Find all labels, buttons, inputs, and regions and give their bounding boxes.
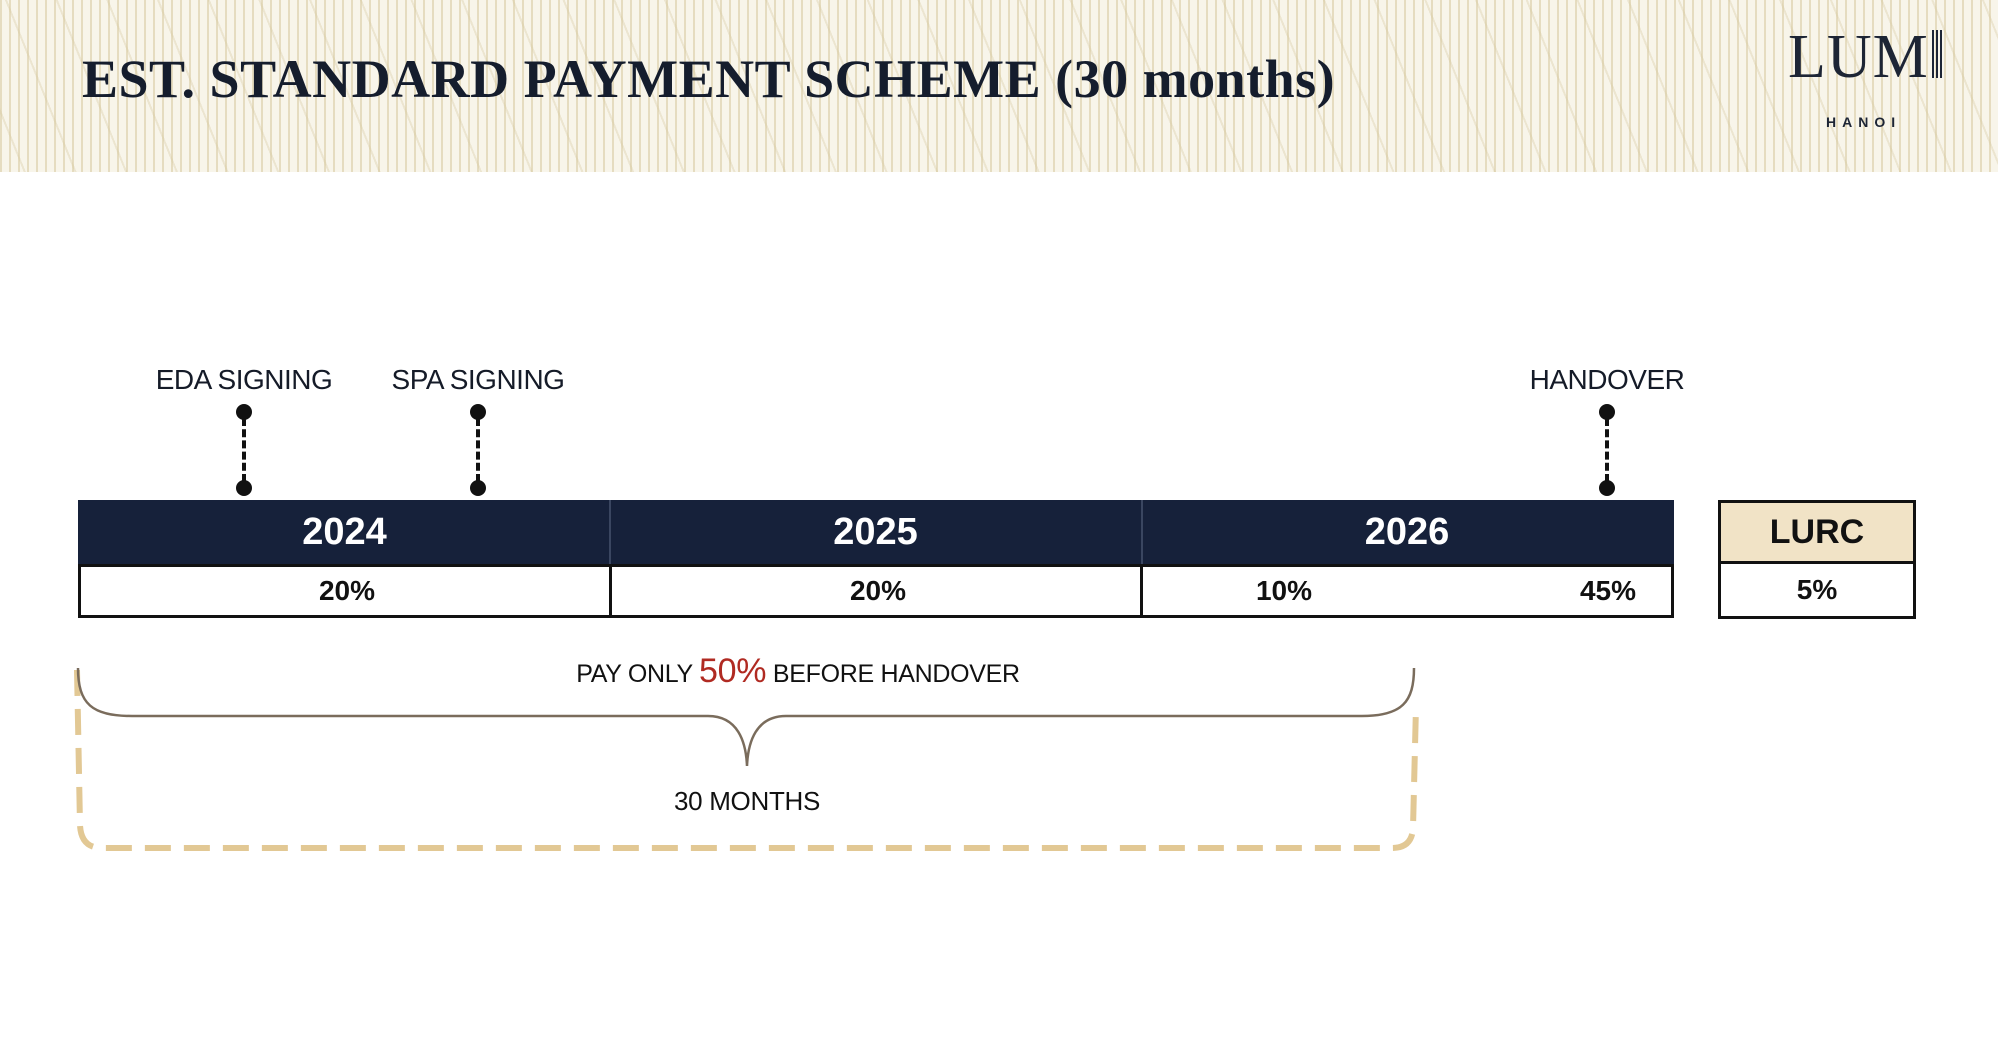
- year-2026-cell: 2026: [1140, 500, 1674, 565]
- payment-2025-cell: 20%: [609, 564, 1143, 618]
- lurc-value-cell: 5%: [1718, 561, 1916, 619]
- payment-note-suffix: BEFORE HANDOVER: [766, 660, 1020, 688]
- year-2025-cell: 2025: [609, 500, 1142, 565]
- milestone-spa-pin-icon: [468, 404, 488, 496]
- logo-city: HANOI: [1826, 114, 1902, 130]
- year-divider: [609, 500, 611, 565]
- milestone-spa-signing-label: SPA SIGNING: [391, 364, 565, 395]
- payment-note-prefix: PAY ONLY: [576, 660, 700, 688]
- page-title: EST. STANDARD PAYMENT SCHEME (30 months): [82, 49, 1336, 109]
- payment-2026-handover-value: 45%: [1579, 575, 1637, 606]
- payment-2025-value: 20%: [849, 575, 907, 606]
- logo-bars-icon: [1932, 30, 1942, 78]
- payment-2026-cell: 10% 45%: [1140, 564, 1674, 618]
- milestone-handover-label: HANDOVER: [1529, 364, 1685, 395]
- payment-2026-first-value: 10%: [1255, 575, 1313, 606]
- year-divider: [1141, 500, 1143, 565]
- payment-2024-value: 20%: [318, 575, 376, 606]
- duration-label: 30 MONTHS: [673, 786, 821, 816]
- header-band: [0, 0, 1998, 172]
- milestone-eda-signing-label: EDA SIGNING: [155, 364, 333, 395]
- lurc-header-cell: LURC: [1718, 500, 1916, 564]
- payment-timeline: 2024 2025 2026 20% 20% 10% 45%: [78, 500, 1674, 618]
- milestone-eda-pin-icon: [234, 404, 254, 496]
- year-2024-cell: 2024: [78, 500, 611, 565]
- payment-note-highlight: 50%: [699, 652, 767, 690]
- milestone-handover-pin-icon: [1597, 404, 1617, 496]
- dashed-duration-frame: [74, 669, 1419, 851]
- lum-hanoi-logo: LUM HANOI: [1770, 22, 1970, 142]
- payment-note: PAY ONLY 50% BEFORE HANDOVER: [576, 652, 1020, 691]
- payment-2024-cell: 20%: [78, 564, 612, 618]
- logo-wordmark: LUM: [1788, 23, 1929, 91]
